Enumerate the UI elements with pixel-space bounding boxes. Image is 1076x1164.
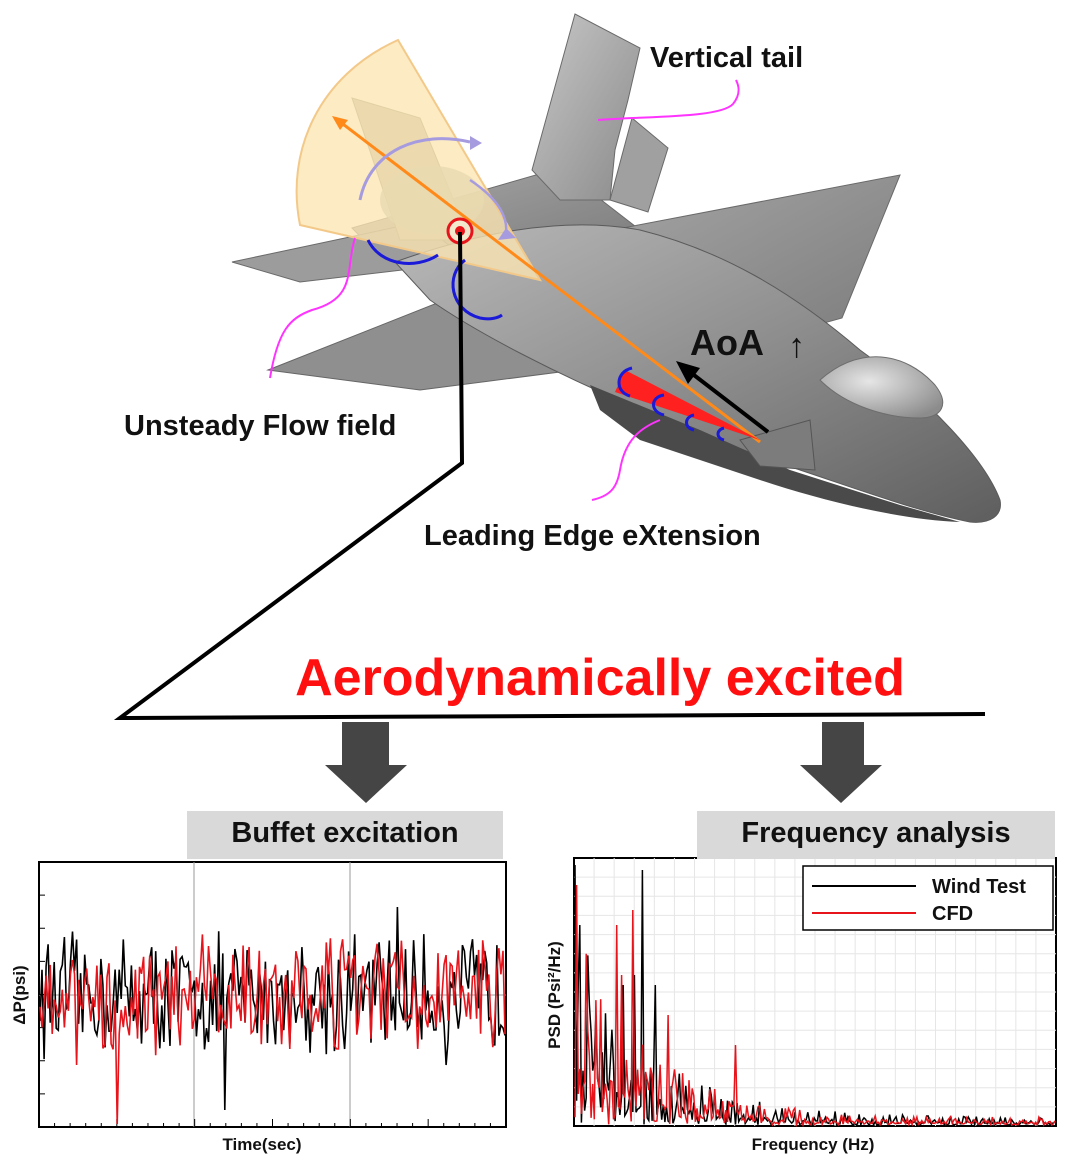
psd-xlabel: Frequency (Hz) [752,1135,875,1154]
psd-chart: Wind Test CFD Frequency (Hz) PSD (Psi²/H… [545,858,1056,1154]
buffet-xlabel: Time(sec) [222,1135,301,1154]
down-arrow-right [800,722,882,803]
swirl-arrowhead-purple [470,136,482,150]
buffet-header: Buffet excitation [187,811,503,859]
buffet-chart: Time(sec) ΔP(psi) [10,862,506,1154]
label-aoa-arrow: ↑ [788,327,805,365]
buffet-ylabel: ΔP(psi) [10,965,29,1024]
psd-ylabel: PSD (Psi²/Hz) [545,941,564,1049]
legend-label-cfd: CFD [932,903,973,925]
frequency-header: Frequency analysis [697,811,1055,859]
label-lex: Leading Edge eXtension [424,520,761,552]
legend-label-wind-test: Wind Test [932,876,1026,898]
headline: Aerodynamically excited [295,649,905,707]
label-vertical-tail: Vertical tail [650,42,803,74]
psd-ylabel-text: PSD (Psi²/Hz) [545,941,564,1049]
label-aoa: AoA [690,322,764,363]
down-arrow-left [325,722,407,803]
label-unsteady-flow: Unsteady Flow field [124,410,396,442]
